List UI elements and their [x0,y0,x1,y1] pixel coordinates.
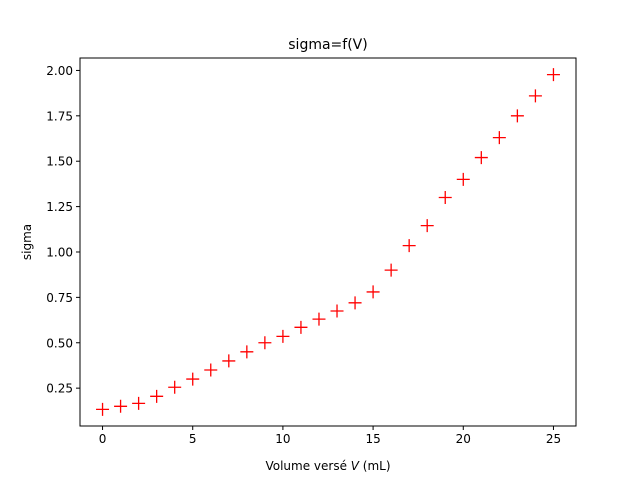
data-point [186,372,200,386]
x-tick-label: 15 [365,432,380,446]
y-tick-label: 2.00 [46,64,73,78]
data-point [420,219,434,233]
data-point [348,296,362,310]
data-point [294,320,308,334]
y-tick-label: 1.00 [46,245,73,259]
plot-frame [79,57,577,427]
data-point [222,354,236,368]
data-point [366,285,380,299]
x-axis-label-prefix: Volume versé [265,459,350,473]
x-axis-label: Volume versé V (mL) [265,459,390,473]
data-point [456,172,470,186]
y-tick-label: 1.50 [46,155,73,169]
x-axis-label-suffix: (mL) [359,459,391,473]
data-point [96,402,110,416]
chart-title: sigma=f(V) [288,37,367,53]
data-point [258,336,272,350]
data-points [96,68,560,416]
y-tick-label: 0.25 [46,382,73,396]
data-point [132,396,146,410]
y-axis-label: sigma [20,224,34,260]
data-point [438,191,452,205]
data-point [492,131,506,145]
data-point [384,263,398,277]
y-tick-label: 0.50 [46,336,73,350]
data-point [150,389,164,403]
data-point [204,363,218,377]
y-tick-label: 1.75 [46,109,73,123]
data-point [474,151,488,165]
y-axis-ticks: 0.25 0.50 0.75 1.00 1.25 1.50 1.75 2.00 [46,64,80,396]
data-point [402,239,416,253]
data-point [114,399,128,413]
y-tick-label: 0.75 [46,291,73,305]
data-point [510,109,524,123]
x-axis-ticks: 0 5 10 15 20 25 [99,426,561,446]
data-point [276,329,290,343]
data-point [546,68,560,82]
x-axis-label-variable: V [351,459,360,473]
data-point [330,304,344,318]
data-point [312,312,326,326]
data-point [528,89,542,103]
y-tick-label: 1.25 [46,200,73,214]
data-point [240,345,254,359]
x-tick-label: 20 [456,432,471,446]
x-tick-label: 5 [189,432,197,446]
x-tick-label: 10 [275,432,290,446]
x-tick-label: 0 [99,432,107,446]
x-tick-label: 25 [546,432,561,446]
data-point [168,380,182,394]
